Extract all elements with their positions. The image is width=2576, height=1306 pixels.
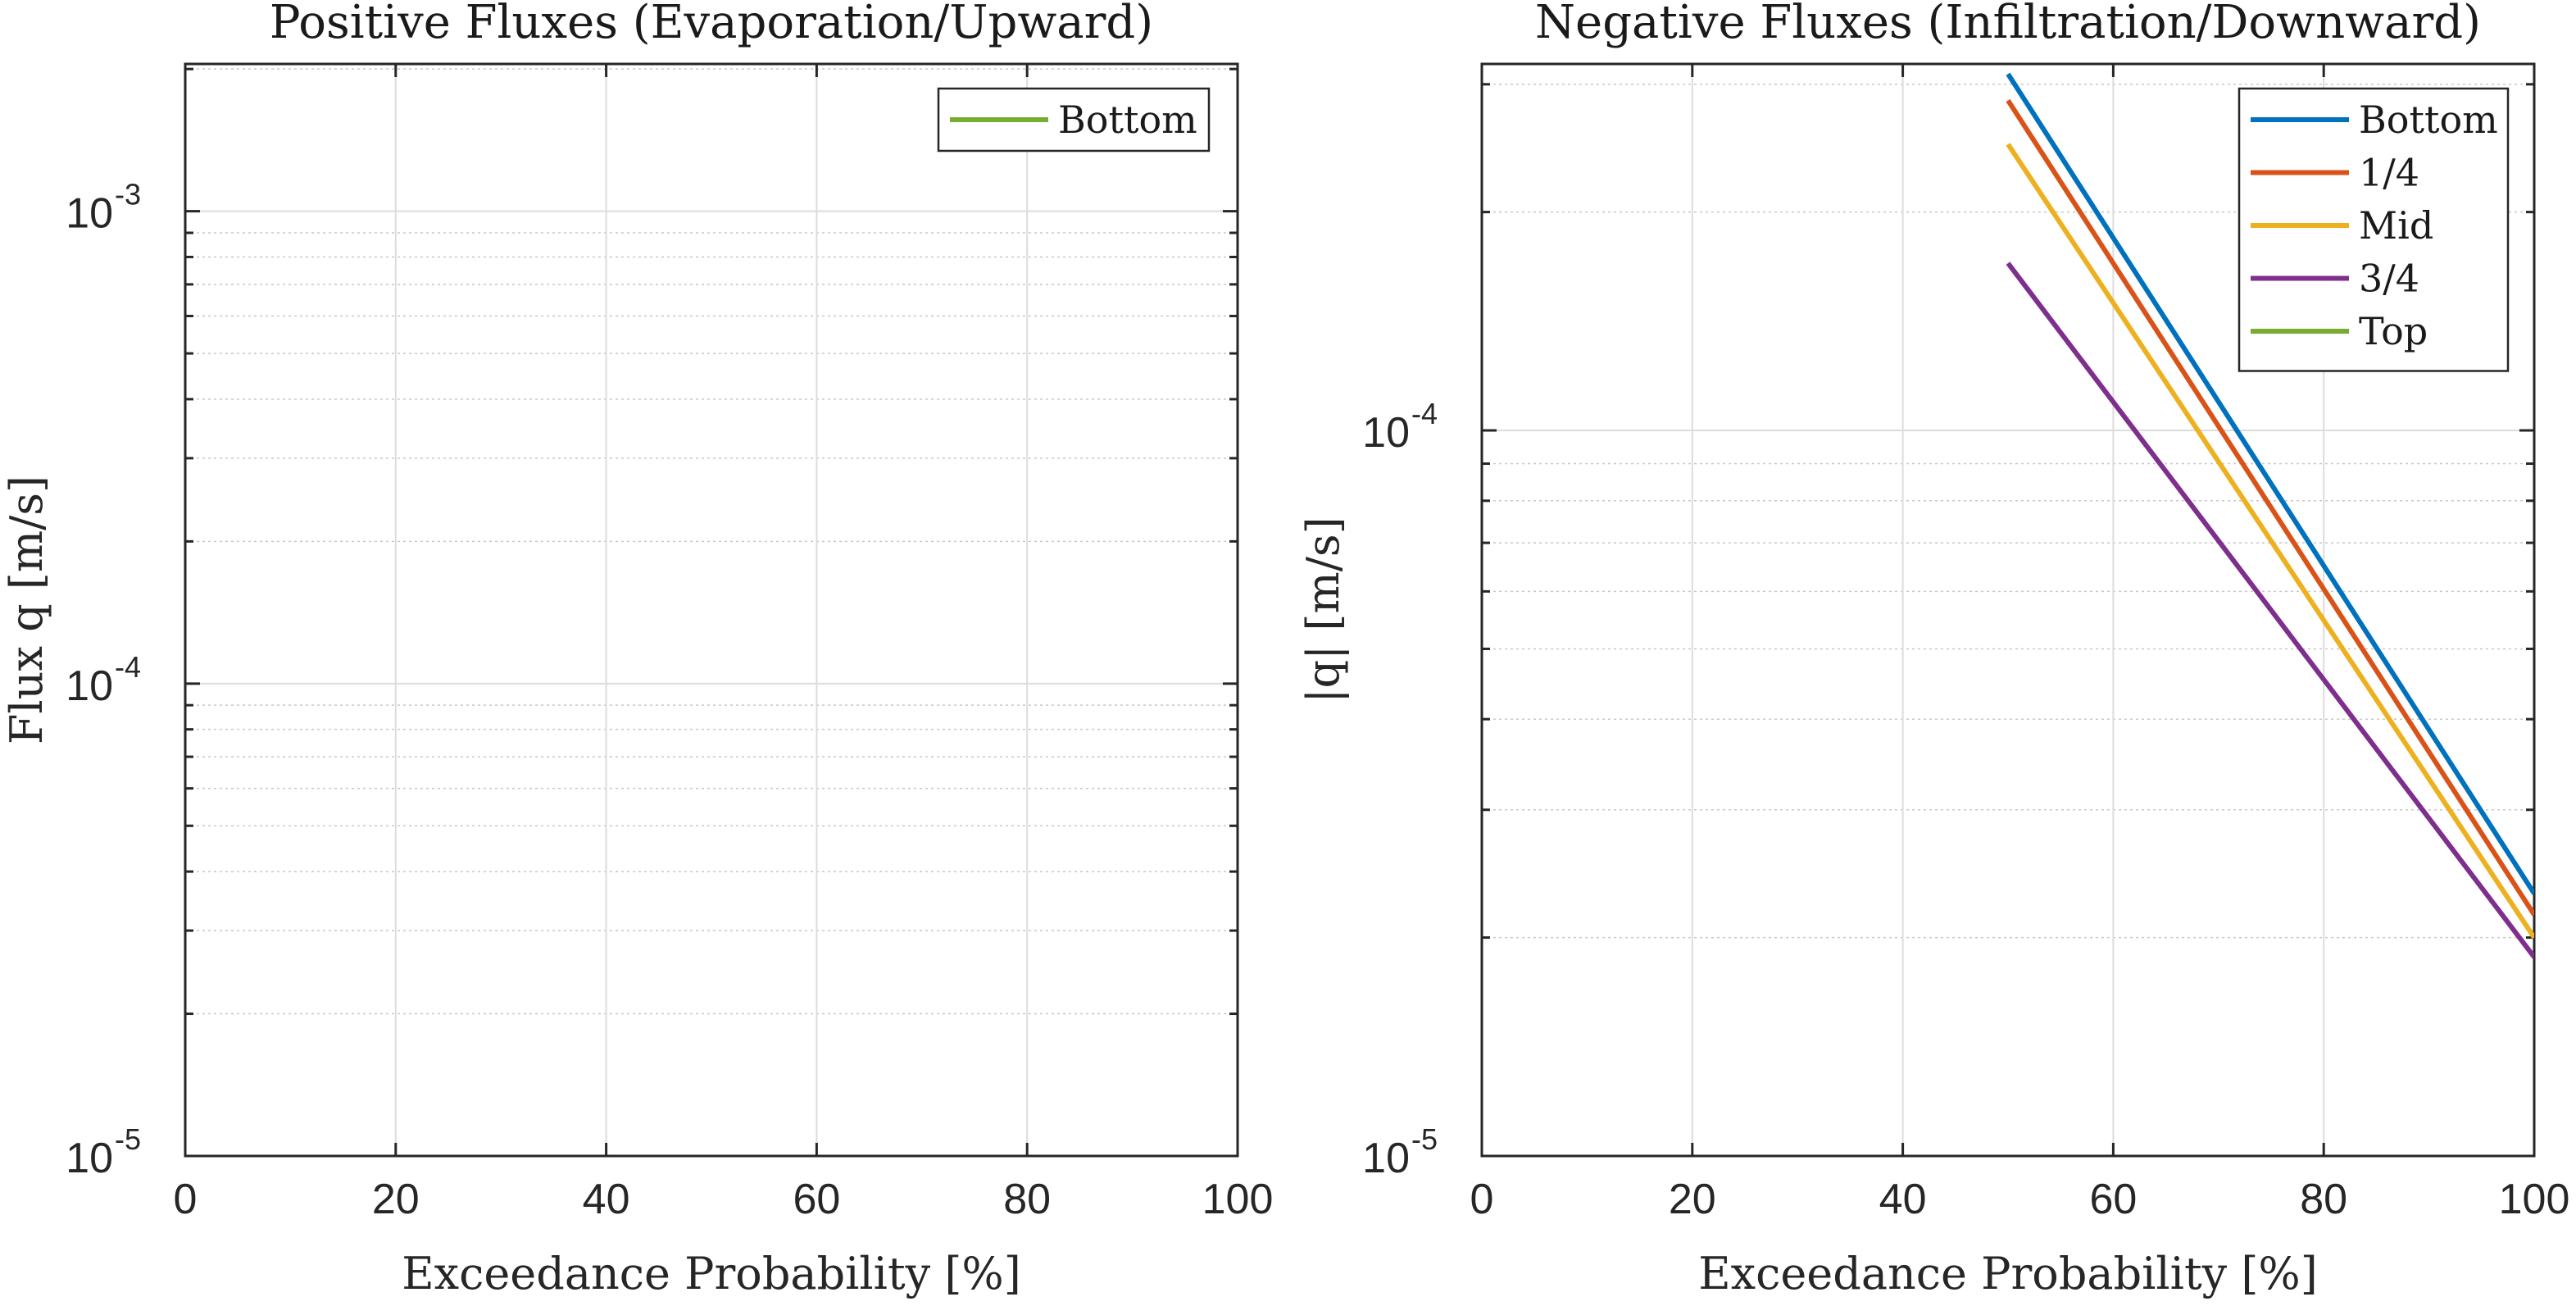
y-tick-base: 10 <box>1362 409 1410 457</box>
chart-title: Negative Fluxes (Infiltration/Downward) <box>1535 0 2481 49</box>
x-tick-label: 80 <box>2300 1176 2347 1223</box>
series-group <box>2006 72 2534 959</box>
y-tick-exponent: -4 <box>1411 397 1438 430</box>
y-tick-label: 10 -5 <box>66 1122 141 1182</box>
y-tick-label: 10 -4 <box>1362 397 1438 457</box>
series-line-bottom <box>2006 72 2534 895</box>
x-tick-label: 60 <box>2089 1176 2137 1223</box>
y-tick-exponent: -4 <box>115 650 141 684</box>
y-tick-label: 10 -5 <box>1362 1122 1438 1182</box>
x-tick-label: 20 <box>372 1176 420 1223</box>
x-tick-label: 60 <box>793 1176 840 1223</box>
y-tick-exponent: -5 <box>115 1122 141 1156</box>
x-tick-label: 100 <box>2499 1176 2570 1223</box>
legend-entry-label: Bottom <box>2359 98 2498 142</box>
y-tick-base: 10 <box>1362 1135 1410 1182</box>
y-tick-label: 10 -3 <box>66 178 141 238</box>
y-tick-base: 10 <box>66 1135 113 1182</box>
series-line-3-4 <box>2006 262 2534 959</box>
legend-entry-label: 1/4 <box>2359 151 2419 195</box>
x-tick-label: 100 <box>1202 1176 1274 1223</box>
axes-box <box>184 62 1239 1158</box>
y-tick-exponent: -5 <box>1411 1122 1438 1156</box>
y-tick-base: 10 <box>66 190 113 238</box>
legend-entry-label: Mid <box>2359 203 2433 248</box>
x-tick-label: 0 <box>174 1176 198 1223</box>
legend: Bottom 1/4 Mid 3/4 Top <box>2238 87 2510 372</box>
y-axis-label: Flux q [m/s] <box>1 476 52 744</box>
legend-entry-label: Bottom <box>1058 98 1197 142</box>
chart-title: Positive Fluxes (Evaporation/Upward) <box>270 0 1153 49</box>
x-axis-label: Exceedance Probability [%] <box>1698 1248 2318 1299</box>
x-tick-label: 0 <box>1470 1176 1494 1223</box>
x-tick-label: 40 <box>583 1176 630 1223</box>
series-line-1-4 <box>2006 98 2534 917</box>
legend-entry-label: Top <box>2359 309 2428 353</box>
x-tick-label: 40 <box>1879 1176 1927 1223</box>
y-tick-base: 10 <box>66 662 113 710</box>
legend-entry-label: 3/4 <box>2359 257 2419 301</box>
y-tick-label: 10 -4 <box>66 650 141 710</box>
y-axis-label: |q| [m/s] <box>1297 516 1349 703</box>
x-axis-label: Exceedance Probability [%] <box>402 1248 1021 1299</box>
grid <box>184 64 1238 1157</box>
y-tick-exponent: -3 <box>115 178 141 212</box>
legend: Bottom <box>937 87 1211 152</box>
axes-box <box>1480 62 2536 1158</box>
x-tick-label: 80 <box>1003 1176 1051 1223</box>
legend-box <box>2238 87 2510 372</box>
x-tick-label: 20 <box>1669 1176 1716 1223</box>
series-line-mid <box>2006 143 2534 940</box>
